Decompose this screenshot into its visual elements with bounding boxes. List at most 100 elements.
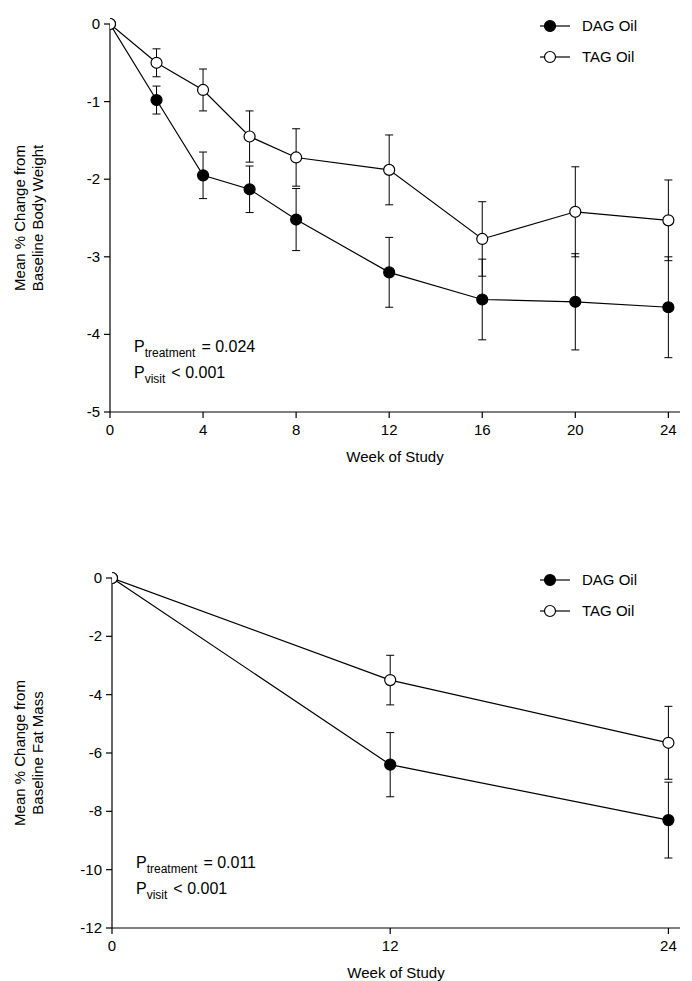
- y-tick: [106, 694, 112, 695]
- data-point: [110, 19, 116, 30]
- error-bar-cap: [385, 307, 393, 308]
- legend-label: TAG Oil: [582, 602, 634, 619]
- legend-marker: [545, 21, 556, 32]
- annotation: Ptreatment= 0.011: [136, 854, 256, 876]
- series-line: [112, 578, 668, 820]
- error-bar-cap: [385, 134, 393, 135]
- y-tick: [106, 577, 112, 578]
- data-point: [112, 573, 118, 584]
- y-tick: [106, 869, 112, 870]
- error-bar-cap: [571, 166, 579, 167]
- legend-marker: [545, 606, 556, 617]
- legend-marker: [545, 52, 556, 63]
- data-point: [385, 675, 396, 686]
- legend-label: TAG Oil: [582, 48, 634, 65]
- x-tick: [482, 412, 483, 418]
- annotation-base: P: [136, 880, 147, 897]
- y-tick-label: -2: [89, 627, 102, 644]
- annotation-subscript: visit: [147, 888, 168, 902]
- data-point: [663, 215, 674, 226]
- error-bar-cap: [153, 76, 161, 77]
- annotation-subscript: treatment: [145, 346, 196, 360]
- error-bar-cap: [246, 166, 254, 167]
- error-bar-cap: [292, 188, 300, 189]
- y-axis-title: Mean % Change fromBaseline Body Weight: [11, 144, 46, 291]
- error-bar-cap: [571, 349, 579, 350]
- error-bar-cap: [246, 162, 254, 163]
- y-tick-label: -6: [89, 744, 102, 761]
- data-point: [198, 84, 209, 95]
- y-axis-title-line: Baseline Fat Mass: [29, 691, 46, 814]
- x-tick-label: 8: [292, 421, 300, 438]
- error-bar-cap: [292, 186, 300, 187]
- legend-label: DAG Oil: [582, 571, 637, 588]
- series-line: [112, 578, 668, 743]
- x-tick: [109, 412, 110, 418]
- y-tick-label: -4: [87, 325, 100, 342]
- y-tick-label: -2: [87, 170, 100, 187]
- data-point: [244, 184, 255, 195]
- legend-label: DAG Oil: [582, 17, 637, 34]
- error-bar-cap: [246, 110, 254, 111]
- x-tick: [389, 412, 390, 418]
- y-tick: [106, 811, 112, 812]
- x-axis-title: Week of Study: [346, 448, 444, 465]
- y-tick-label: -3: [87, 248, 100, 265]
- annotation-text: = 0.011: [203, 854, 256, 871]
- y-tick: [106, 927, 112, 928]
- y-tick: [104, 411, 110, 412]
- x-tick: [668, 928, 669, 934]
- y-tick: [104, 179, 110, 180]
- data-point: [244, 131, 255, 142]
- error-bar-cap: [386, 655, 394, 656]
- data-point: [385, 759, 396, 770]
- error-bar-cap: [386, 796, 394, 797]
- x-tick: [668, 412, 669, 418]
- annotation-base: P: [134, 364, 145, 381]
- annotation-text: < 0.001: [171, 364, 225, 381]
- error-bar-cap: [385, 204, 393, 205]
- annotation-subscript: treatment: [147, 862, 198, 876]
- x-tick-label: 16: [474, 421, 491, 438]
- error-bar-cap: [153, 48, 161, 49]
- annotation-subscript: visit: [145, 372, 166, 386]
- error-bar-cap: [385, 237, 393, 238]
- data-point: [151, 95, 162, 106]
- x-tick-label: 0: [108, 937, 116, 954]
- error-bar-cap: [664, 260, 672, 261]
- series-line: [110, 24, 668, 307]
- error-bar-cap: [153, 86, 161, 87]
- x-tick: [296, 412, 297, 418]
- y-axis-title-line: Mean % Change from: [11, 145, 28, 291]
- data-point: [477, 294, 488, 305]
- data-point: [110, 19, 116, 30]
- error-bar-cap: [199, 110, 207, 111]
- error-bar-cap: [664, 357, 672, 358]
- error-bar-cap: [199, 198, 207, 199]
- error-bar-cap: [478, 339, 486, 340]
- error-bar-cap: [664, 779, 672, 780]
- annotation-text: < 0.001: [173, 880, 227, 897]
- error-bar-cap: [386, 704, 394, 705]
- y-tick-label: -12: [80, 919, 102, 936]
- annotation-text: = 0.024: [201, 338, 255, 355]
- error-bar-cap: [664, 782, 672, 783]
- error-bar-cap: [571, 256, 579, 257]
- y-tick-label: -1: [87, 93, 100, 110]
- x-tick: [111, 928, 112, 934]
- data-point: [570, 296, 581, 307]
- data-point: [663, 302, 674, 313]
- y-tick-label: 0: [94, 569, 102, 586]
- y-tick: [106, 752, 112, 753]
- error-bar-cap: [292, 128, 300, 129]
- data-point: [477, 233, 488, 244]
- plot-area: [112, 573, 674, 859]
- data-point: [570, 206, 581, 217]
- error-bar-cap: [246, 212, 254, 213]
- x-tick-label: 24: [660, 937, 677, 954]
- x-tick: [575, 412, 576, 418]
- data-point: [291, 214, 302, 225]
- y-axis: [109, 24, 110, 412]
- x-axis-title: Week of Study: [347, 964, 445, 981]
- x-tick: [390, 928, 391, 934]
